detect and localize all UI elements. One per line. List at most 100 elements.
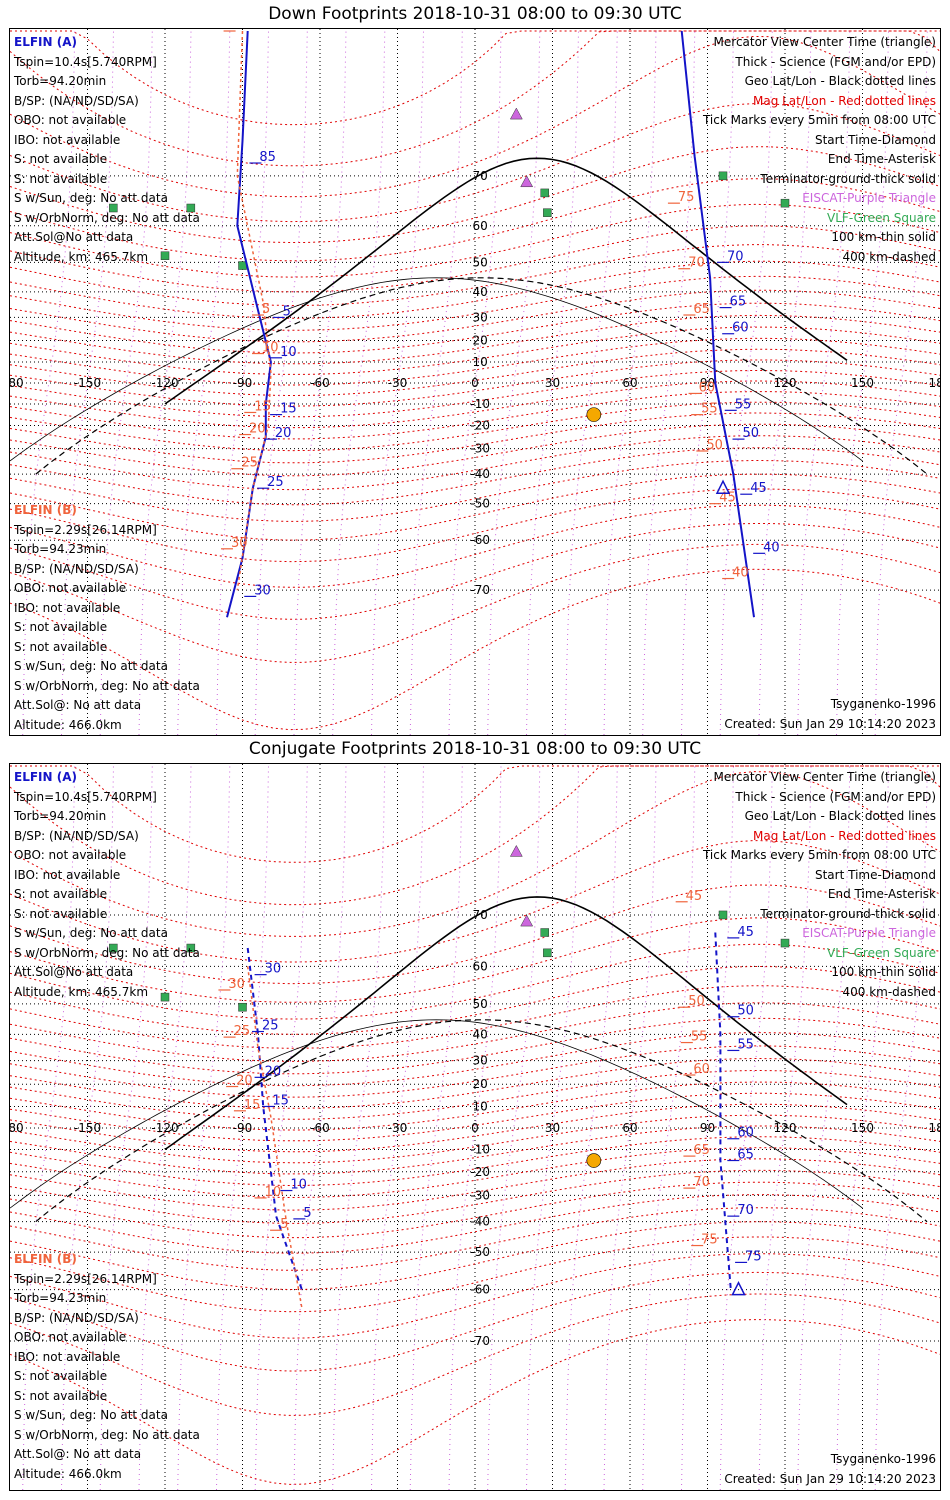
legend-100km: 100 km-thin solid [831, 965, 936, 979]
lat-label: -70 [470, 583, 490, 597]
elfin-a-tick-label: 85 [259, 150, 276, 165]
vlf-square-icon [186, 943, 196, 953]
mag-lat-line [10, 1114, 940, 1164]
mag-lat-line [10, 504, 940, 588]
lon-label: 60 [622, 376, 637, 390]
mag-lat-line [10, 275, 940, 331]
elfin-a-tick-label: 50 [743, 426, 760, 441]
elfin-b-tick-label: 50 [706, 438, 723, 453]
elfin-a-tick-label: 50 [737, 1004, 754, 1019]
conjugate-map: -180 -150 -120 -90 -60 -30 0 30 60 90 120 150 180 70 6… [10, 764, 941, 1490]
legend-eiscat: EISCAT-Purple Triangle [802, 926, 936, 940]
lat-label: -10 [470, 397, 490, 411]
mag-lat-line [10, 1092, 940, 1142]
lon-label: 0 [471, 1121, 479, 1135]
terminator-line [164, 896, 848, 1151]
legend-vlf: VLF-Green Square [827, 210, 936, 225]
elfin-b-tick-label: 50 [688, 994, 705, 1009]
legend-ticks: Tick Marks every 5min from 08:00 UTC [702, 848, 936, 862]
lat-label: -50 [470, 1245, 490, 1259]
vlf-square-icon [238, 1002, 247, 1012]
elfin-a-bsp: B/SP: (NA/ND/SD/SA) [14, 93, 139, 108]
mag-lat-line [10, 412, 940, 464]
elfin-b-tick-label: 75 [678, 190, 695, 205]
elfin-a-obo: OBO: not available [14, 848, 127, 862]
elfin-b-s1: S: not available [14, 620, 108, 634]
elfin-a-tick-label: 25 [267, 475, 284, 490]
mag-lat-line [10, 1147, 940, 1199]
mag-lat-line [10, 1158, 940, 1211]
elfin-b-torb: Torb=94.23min [14, 542, 107, 556]
mag-lat-line [10, 1136, 940, 1187]
elfin-b-label: ELFIN (B) [14, 1252, 77, 1266]
mag-lon-line [836, 30, 889, 735]
mag-lat-line [10, 543, 940, 663]
elfin-b-s2: S: not available [14, 1388, 108, 1403]
mag-lon-line [371, 30, 424, 735]
elfin-a-altitude: Altitude, km: 465.7km [14, 984, 149, 999]
lon-label: -30 [388, 376, 408, 390]
mag-lon-line [99, 30, 153, 735]
elfin-b-bsp: B/SP: (NA/ND/SD/SA) [14, 1310, 139, 1325]
elfin-a-tick-label: 55 [735, 397, 752, 412]
sun-icon [586, 407, 602, 422]
elfin-a-track-east [714, 932, 732, 1290]
elfin-b-tick-label: 15 [254, 399, 271, 414]
elfin-b-s2: S: not available [14, 639, 108, 654]
legend-start: Start Time-Diamond [814, 132, 936, 147]
vlf-square-icon [718, 910, 728, 920]
model-label: Tsyganenko-1996 [830, 697, 936, 711]
center-time-triangle-a-icon [731, 1281, 746, 1296]
lon-label: 180 [929, 1121, 941, 1135]
elfin-a-tick-label: 70 [737, 1203, 754, 1218]
mag-lat-line [10, 380, 940, 429]
mag-lon-line [138, 30, 192, 735]
elfin-b-tick-label: 5 [262, 302, 270, 317]
lat-label: 30 [473, 310, 488, 324]
elfin-a-ibo: IBO: not available [14, 867, 121, 882]
elfin-a-tick-label: 5 [303, 1206, 311, 1221]
lon-label: 150 [851, 376, 874, 390]
lat-label: 70 [473, 169, 488, 183]
legend-start: Start Time-Diamond [814, 867, 936, 882]
mag-lon-line [332, 30, 386, 735]
elfin-a-obo: OBO: not available [14, 113, 127, 127]
conjugate-footprints-title: Conjugate Footprints 2018-10-31 08:00 to… [248, 739, 702, 759]
elfin-b-tick-label: 85 [234, 29, 251, 33]
mag-lon-line [177, 30, 231, 735]
mag-lat-line [10, 1271, 940, 1372]
elfin-b-label: ELFIN (B) [14, 503, 77, 517]
elfin-a-tick-label: 30 [254, 583, 271, 598]
mag-lat-line [10, 473, 940, 541]
elfin-a-tick-label: 20 [275, 426, 292, 441]
lat-label: 10 [473, 1099, 488, 1113]
mag-lat-line [10, 146, 940, 243]
elfin-b-tick-label: 65 [693, 1143, 710, 1158]
mag-lat-line [10, 359, 940, 407]
elfin-a-tick-label: 10 [280, 345, 297, 360]
elfin-b-tick-label: 70 [693, 1175, 710, 1190]
mag-lat-line [10, 459, 940, 522]
elfin-a-tick-label: 30 [265, 962, 282, 977]
mag-lat-line [10, 1103, 940, 1153]
elfin-a-bsp: B/SP: (NA/ND/SD/SA) [14, 828, 139, 843]
elfin-b-ibo: IBO: not available [14, 1349, 121, 1364]
lat-label: 20 [473, 333, 488, 347]
mag-lat-line [10, 435, 940, 491]
eiscat-triangle-icon [520, 175, 534, 188]
mag-lat-line [10, 1017, 940, 1075]
lon-label: 90 [700, 376, 715, 390]
mag-lon-line [564, 765, 618, 1490]
lon-label: -180 [10, 376, 24, 390]
elfin-a-tick-label: 75 [745, 1249, 762, 1264]
vlf-square-icon [238, 261, 247, 270]
elfin-b-s1: S: not available [14, 1369, 108, 1383]
elfin-b-attsol: Att.Sol@: No att data [14, 698, 142, 712]
vlf-square-icon [543, 208, 552, 217]
elfin-a-tick-label: 60 [737, 1126, 754, 1141]
elfin-a-attsol: Att.Sol@No att data [14, 230, 134, 244]
lat-label: 40 [473, 285, 488, 299]
lon-label: -120 [151, 1121, 178, 1135]
elfin-a-tick-label: 70 [727, 249, 744, 264]
elfin-b-altitude: Altitude: 466.0km [14, 1466, 122, 1481]
